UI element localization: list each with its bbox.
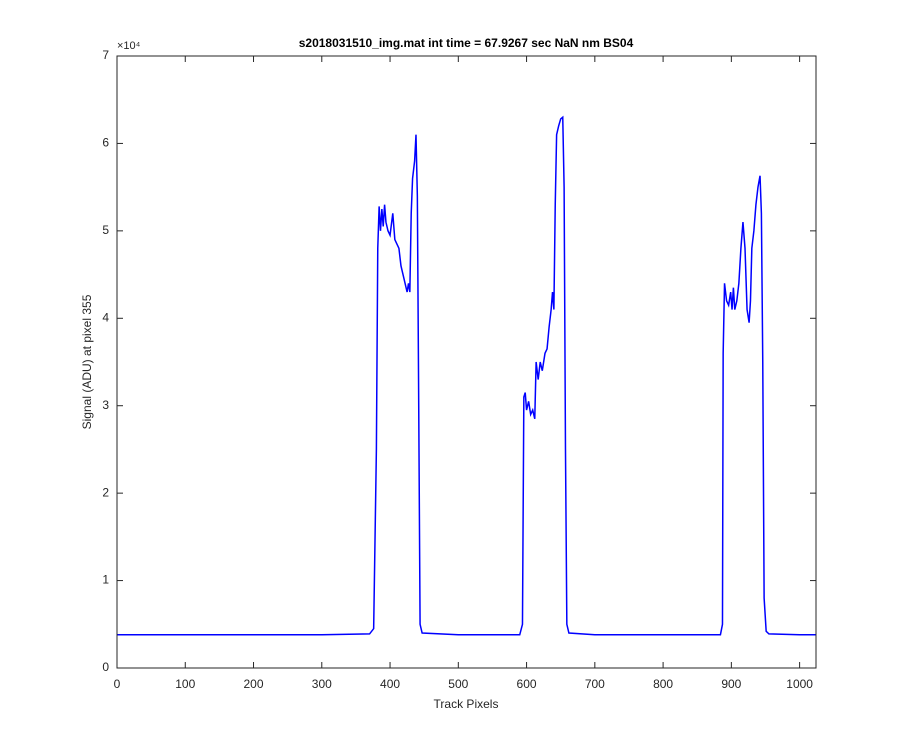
x-tick-label: 800 [653, 677, 673, 691]
x-tick-label: 500 [448, 677, 468, 691]
y-tick-label: 3 [102, 398, 109, 412]
y-tick-label: 4 [102, 310, 109, 324]
x-tick-label: 200 [244, 677, 264, 691]
plot-frame [116, 55, 817, 669]
y-tick-label: 1 [102, 573, 109, 587]
x-tick-label: 900 [721, 677, 741, 691]
y-tick-label: 2 [102, 485, 109, 499]
x-tick-label: 1000 [786, 677, 813, 691]
y-exponent-label: ×10⁴ [117, 40, 141, 52]
y-tick-label: 5 [102, 223, 109, 237]
y-tick-label: 0 [102, 660, 109, 674]
y-tick-label: 6 [102, 136, 109, 150]
x-tick-label: 100 [175, 677, 195, 691]
y-axis-label: Signal (ADU) at pixel 355 [80, 294, 94, 429]
y-tick-label: 7 [102, 48, 109, 62]
x-tick-label: 700 [585, 677, 605, 691]
data-line [117, 115, 816, 636]
chart-title: s2018031510_img.mat int time = 67.9267 s… [299, 36, 634, 50]
x-tick-label: 0 [114, 677, 121, 691]
x-tick-label: 300 [312, 677, 332, 691]
x-tick-label: 400 [380, 677, 400, 691]
x-tick-label: 600 [517, 677, 537, 691]
x-axis-label: Track Pixels [434, 697, 499, 711]
